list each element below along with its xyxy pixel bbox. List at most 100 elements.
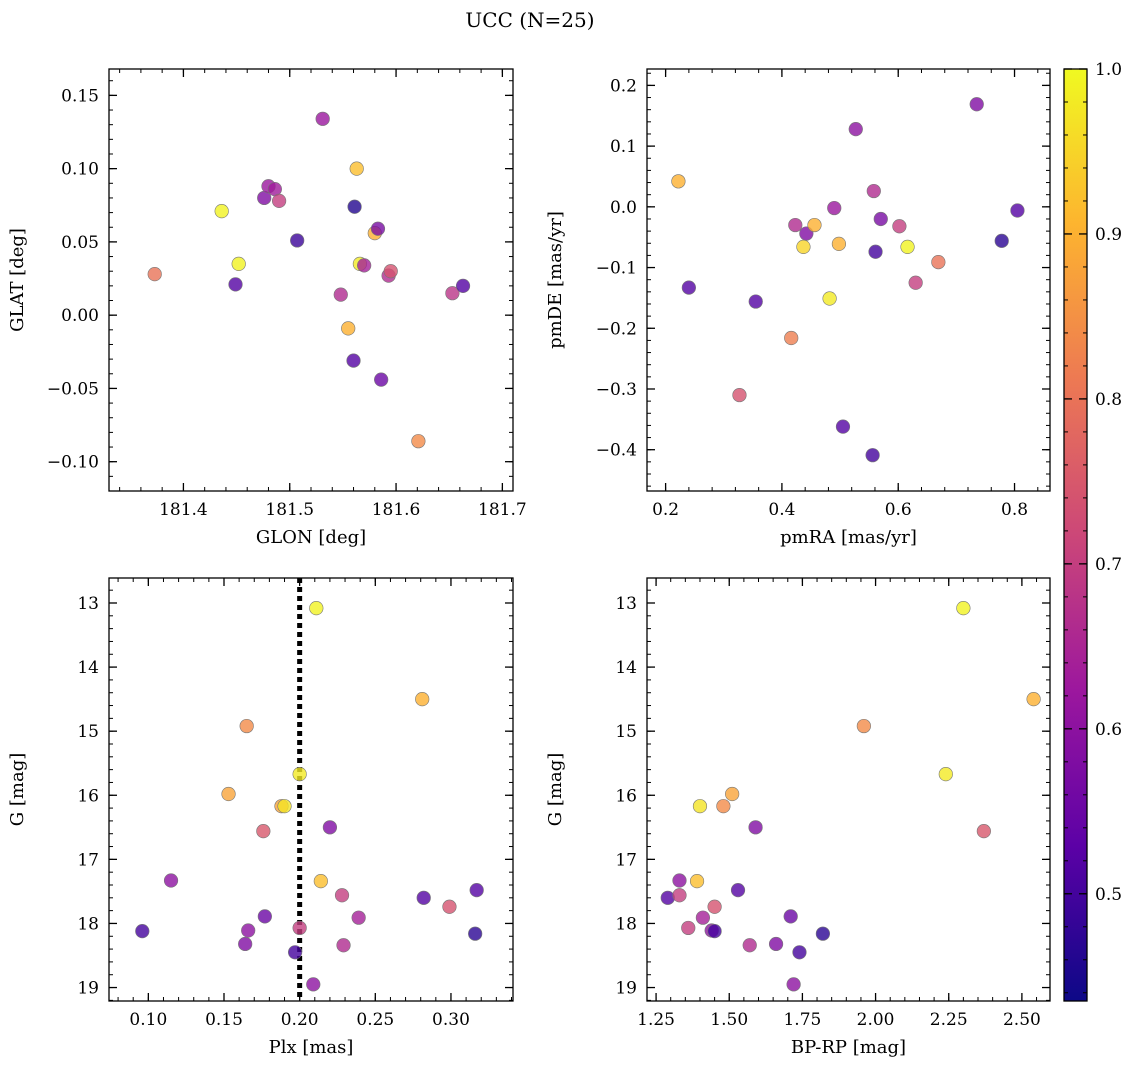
x-tick-label: 0.2 — [652, 500, 679, 520]
colorbar-gradient — [1063, 68, 1088, 1002]
x-axis-label: BP-RP [mag] — [791, 1037, 906, 1058]
y-axis-label: G [mag] — [545, 753, 566, 826]
scatter-point — [313, 874, 328, 889]
scatter-point — [241, 923, 256, 938]
x-axis-label: Plx [mas] — [269, 1037, 354, 1058]
scatter-point — [732, 387, 747, 403]
y-axis-label: GLAT [deg] — [7, 228, 28, 332]
scatter-point — [135, 924, 150, 939]
x-tick-label: 1.75 — [783, 1010, 821, 1030]
scatter-point — [969, 97, 984, 112]
scatter-point — [725, 786, 740, 802]
scatter-point — [147, 267, 162, 282]
scatter-point — [716, 799, 731, 814]
y-tick-label: 0.2 — [610, 76, 637, 96]
y-tick-label: −0.10 — [47, 453, 99, 473]
scatter-point — [231, 256, 246, 271]
scatter-point — [239, 718, 254, 734]
scatter-point — [469, 883, 484, 898]
scatter-point — [796, 239, 811, 255]
scatter-point — [221, 786, 236, 802]
colorbar-tick-label: 0.7 — [1095, 555, 1122, 575]
y-tick-label: 19 — [77, 979, 99, 999]
y-axis-label: pmDE [mas/yr] — [545, 211, 566, 349]
scatter-point — [334, 888, 350, 903]
scatter-point — [315, 111, 330, 126]
scatter-point — [333, 287, 348, 302]
colorbar-tick-label: 0.9 — [1095, 225, 1122, 245]
y-tick-label: −0.05 — [47, 379, 99, 399]
x-tick-label: 0.10 — [129, 1010, 167, 1030]
x-tick-label: 0.8 — [1001, 500, 1028, 520]
scatter-point — [748, 820, 763, 835]
scatter-point — [272, 193, 287, 208]
scatter-point — [695, 910, 710, 925]
scatter-point — [416, 890, 431, 905]
y-axis-label: G [mag] — [7, 753, 28, 826]
y-tick-label: 18 — [77, 914, 99, 934]
scatter-point — [681, 280, 696, 295]
scatter-point — [931, 254, 946, 270]
scatter-point — [908, 275, 923, 290]
y-tick-label: 13 — [77, 594, 99, 614]
scatter-point — [689, 874, 705, 889]
scatter-point — [976, 824, 991, 839]
y-tick-label: 15 — [77, 722, 99, 742]
x-tick-label: 0.15 — [205, 1010, 243, 1030]
x-tick-label: 2.00 — [857, 1010, 895, 1030]
y-tick-label: 19 — [615, 979, 637, 999]
y-tick-label: 0.0 — [610, 198, 637, 218]
x-axis-label: pmRA [mas/yr] — [780, 527, 917, 548]
scatter-point — [707, 924, 722, 939]
scatter-point — [351, 910, 366, 925]
axes-frame — [108, 68, 514, 492]
y-tick-label: 17 — [615, 850, 637, 870]
scatter-point — [672, 888, 687, 903]
x-tick-label: 0.4 — [768, 500, 795, 520]
panel-bprp-g: 1.25 1.50 1.75 2.00 2.25 2.50 13 14 15 16 17 18 19 BP… — [545, 577, 1051, 1058]
scatter-point — [681, 920, 696, 936]
y-tick-label: −0.4 — [596, 441, 637, 461]
y-tick-label: 17 — [77, 850, 99, 870]
scatter-point — [411, 434, 426, 449]
scatter-point — [672, 873, 687, 888]
scatter-point — [900, 239, 915, 255]
scatter-point — [349, 161, 364, 176]
scatter-point — [228, 277, 243, 292]
scatter-point — [445, 286, 460, 301]
x-tick-label: 181.5 — [265, 500, 314, 520]
x-axis-label: GLON [deg] — [256, 527, 366, 548]
y-tick-label: 16 — [615, 786, 637, 806]
scatter-point — [341, 321, 356, 336]
scatter-point — [788, 217, 803, 233]
colorbar: 0.5 0.6 0.7 0.8 0.9 1.0 — [1063, 60, 1122, 1002]
scatter-point — [370, 221, 386, 236]
scatter-point — [848, 122, 863, 137]
scatter-point — [292, 767, 307, 782]
scatter-point — [290, 233, 305, 248]
scatter-point — [868, 244, 883, 259]
scatter-point — [306, 977, 321, 992]
scatter-point — [827, 200, 842, 216]
x-tick-label: 2.50 — [1003, 1010, 1041, 1030]
scatter-point — [238, 936, 253, 952]
y-tick-label: −0.2 — [596, 319, 637, 339]
scatter-point — [277, 799, 292, 814]
y-tick-label: −0.1 — [596, 259, 637, 279]
scatter-point — [415, 692, 430, 707]
x-tick-label: 0.20 — [281, 1010, 319, 1030]
panel-glon-glat: 181.4 181.5 181.6 181.7 −0.10 −0.05 0.00 0.05 0.… — [7, 68, 527, 548]
scatter-point — [671, 174, 686, 189]
scatter-point — [322, 820, 338, 835]
scatter-point — [786, 977, 801, 992]
scatter-point — [357, 258, 372, 273]
y-tick-label: 0.1 — [610, 137, 637, 157]
scatter-point — [455, 278, 471, 293]
scatter-point — [257, 909, 272, 924]
colorbar-tick-label: 0.8 — [1095, 390, 1122, 410]
y-tick-label: 0.15 — [61, 86, 99, 106]
scatter-point — [730, 883, 746, 898]
scatter-point — [692, 799, 708, 814]
scatter-point — [468, 926, 483, 941]
scatter-point — [346, 353, 361, 368]
